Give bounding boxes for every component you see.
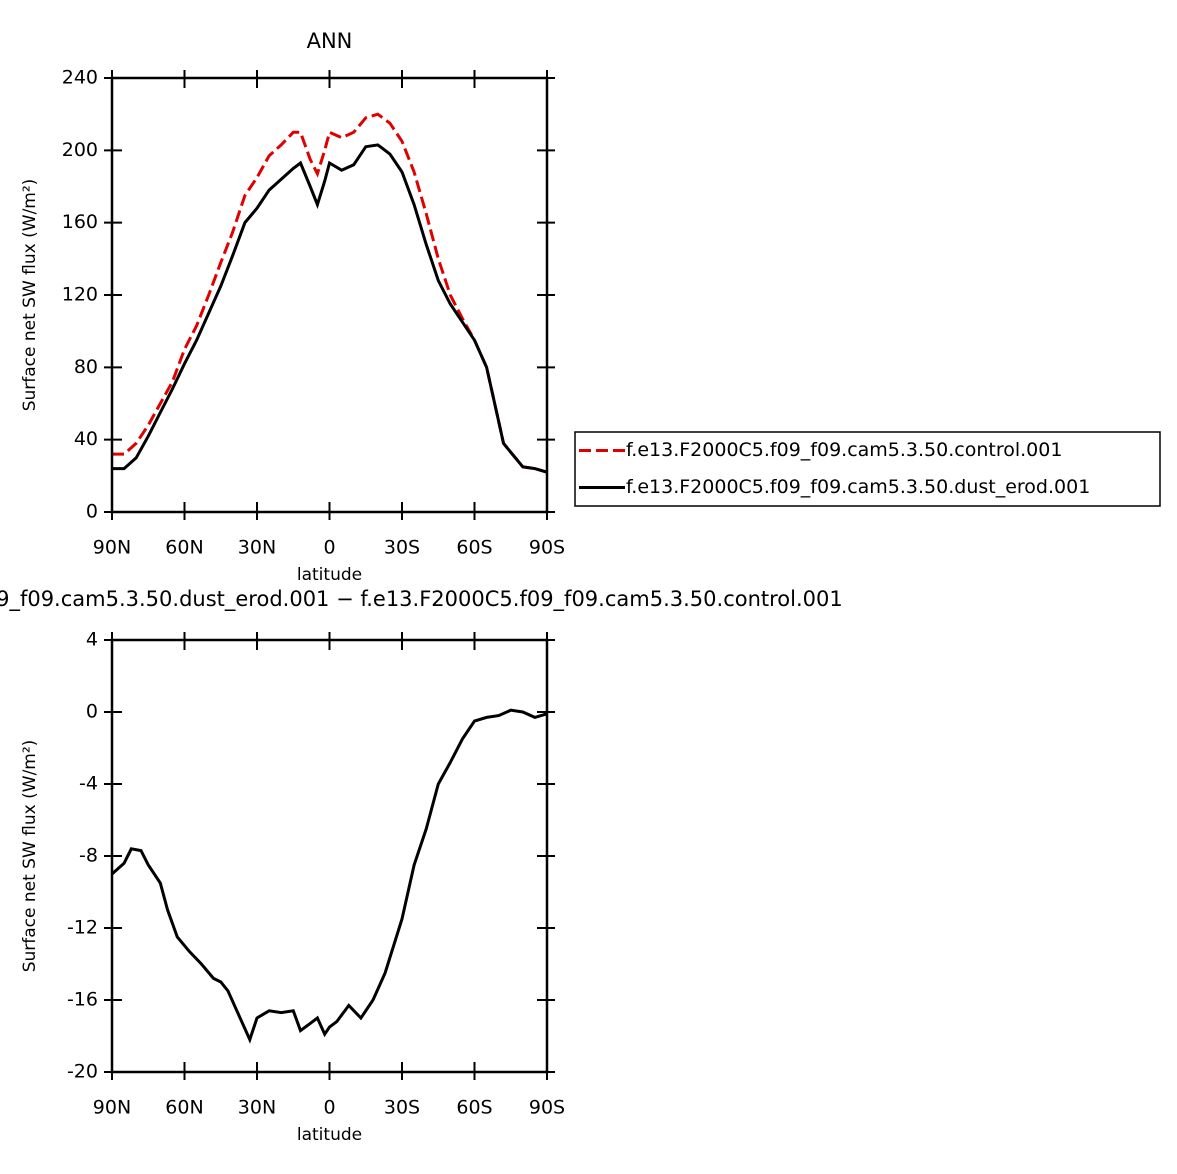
legend: f.e13.F2000C5.f09_f09.cam5.3.50.control.… [574, 431, 1161, 507]
x-axis-label: latitude [297, 1125, 362, 1145]
y-tick-label: -16 [67, 989, 98, 1011]
x-tick-label: 90N [93, 1097, 131, 1119]
y-tick-label: -8 [79, 845, 98, 867]
y-axis-label: Surface net SW flux (W/m²) [20, 179, 40, 412]
legend-frame [574, 431, 1161, 507]
x-tick-label: 30N [238, 1097, 276, 1119]
chart-title: ANN [307, 29, 353, 53]
x-axis-label: latitude [297, 565, 362, 585]
x-tick-label: 60N [165, 537, 203, 559]
x-tick-label: 30S [384, 1097, 420, 1119]
data-line [111, 708, 548, 1044]
y-tick-label: 0 [86, 701, 98, 723]
data-line [112, 143, 548, 474]
x-tick-label: 90N [93, 537, 131, 559]
y-tick-label: 4 [86, 629, 98, 651]
y-tick-label: -20 [67, 1061, 98, 1083]
x-tick-label: 30N [238, 537, 276, 559]
y-tick-label: 240 [62, 67, 98, 89]
x-tick-label: 0 [323, 1097, 335, 1119]
y-axis-label: Surface net SW flux (W/m²) [20, 740, 40, 973]
y-tick-label: -4 [79, 773, 98, 795]
x-tick-label: 90S [529, 537, 565, 559]
x-tick-label: 60S [456, 1097, 492, 1119]
legend-label: f.e13.F2000C5.f09_f09.cam5.3.50.control.… [626, 439, 1062, 461]
x-tick-label: 30S [384, 537, 420, 559]
y-tick-label: 160 [62, 211, 98, 233]
y-tick-label: 120 [62, 284, 98, 306]
chart-title: f.e13.F2000C5.f09_f09.cam5.3.50.dust_ero… [0, 587, 843, 612]
y-tick-label: 40 [74, 428, 98, 450]
y-tick-label: -12 [67, 917, 98, 939]
data-line [112, 112, 548, 474]
y-tick-label: 80 [74, 356, 98, 378]
x-tick-label: 60S [456, 537, 492, 559]
plot-frame [110, 638, 549, 1074]
x-tick-label: 90S [529, 1097, 565, 1119]
x-tick-label: 60N [165, 1097, 203, 1119]
y-tick-label: 200 [62, 139, 98, 161]
y-tick-label: 0 [86, 501, 98, 523]
plot-frame [110, 76, 549, 514]
legend-label: f.e13.F2000C5.f09_f09.cam5.3.50.dust_ero… [626, 476, 1090, 498]
x-tick-label: 0 [323, 537, 335, 559]
